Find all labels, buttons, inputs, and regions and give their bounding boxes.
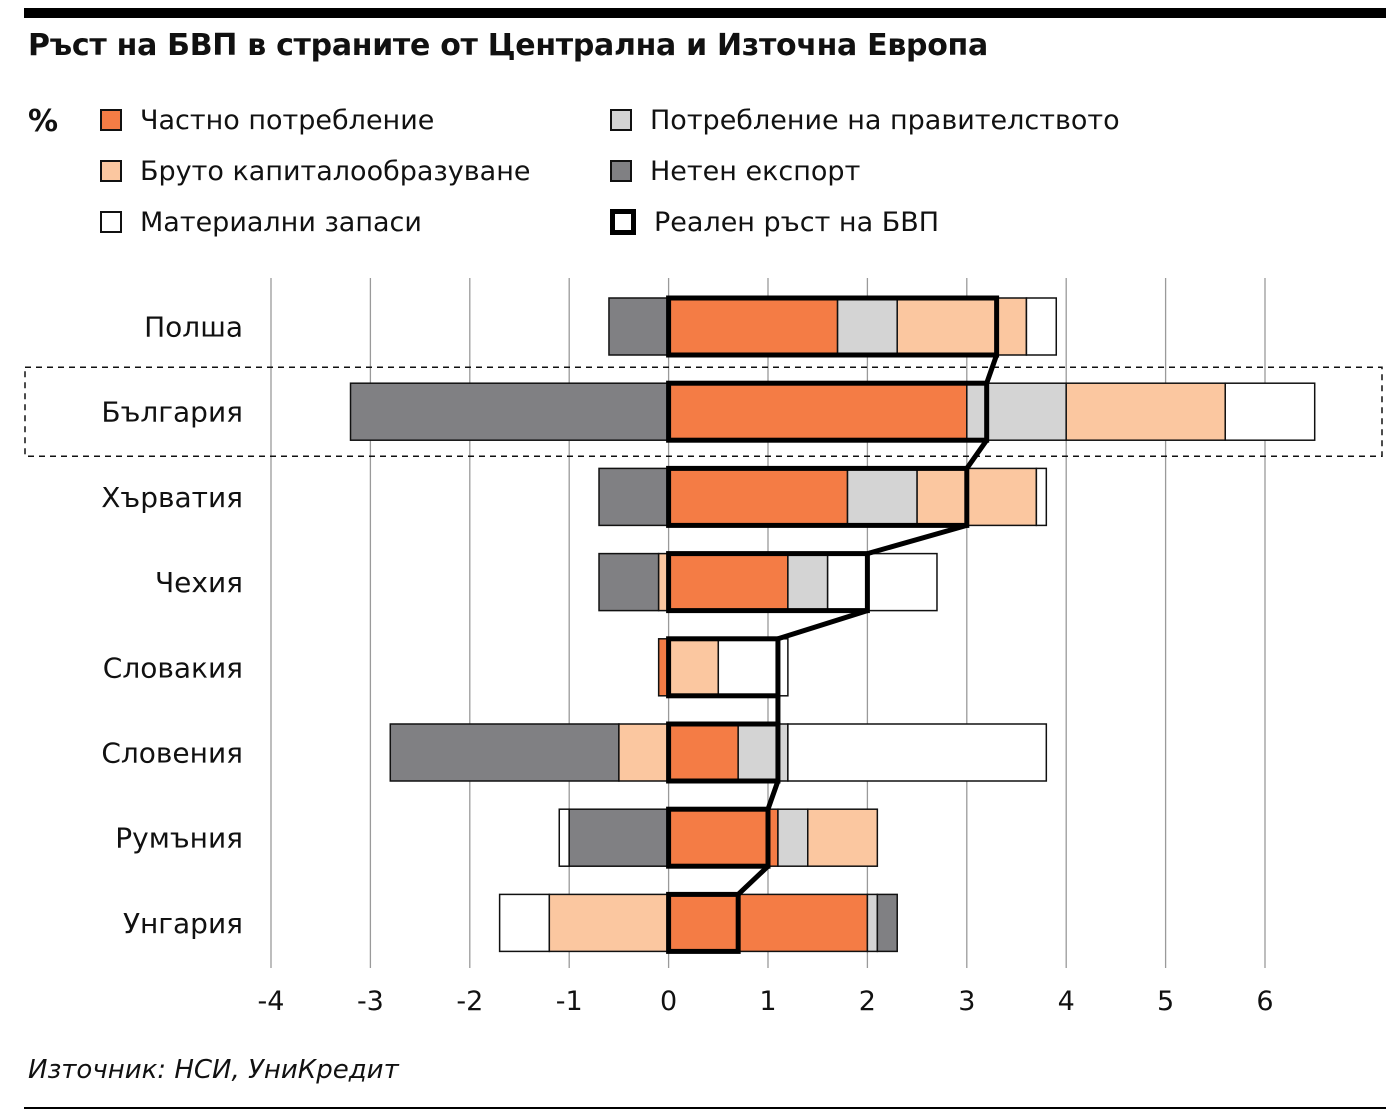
category-label: Чехия [155,566,243,599]
bar-segment-inventories [826,552,938,612]
x-tick-label: 6 [1256,986,1273,1017]
bar-segment-inventories [1025,297,1058,356]
x-tick-label: 1 [759,986,776,1017]
bar-segment-private [667,552,789,612]
bar-segment-government [787,552,829,612]
bottom-rule [24,1107,1386,1109]
legend-swatch-gdp [610,209,636,235]
bar-segment-capital [916,467,1038,527]
bar-segment-government [866,893,879,953]
legend-item-government: Потребление на правителството [610,104,1120,136]
bar-segment-private [667,808,779,867]
legend-item-private: Частно потребление [100,104,435,136]
bar-segment-private [667,382,968,441]
chart-title: Ръст на БВП в страните от Централна и Из… [28,28,988,63]
bar-segment-netexport [598,552,660,612]
category-label: Словакия [103,651,243,684]
category-label: Хърватия [101,481,243,514]
legend-label-government: Потребление на правителството [650,104,1120,136]
bar-segment-private [667,723,739,782]
legend-label-gdp: Реален ръст на БВП [654,206,940,238]
bar-segment-capital [807,808,879,867]
x-tick-label: 2 [859,986,876,1017]
source-note: Източник: НСИ, УниКредит [28,1055,399,1085]
gdp-growth-box [666,806,771,869]
x-tick-label: 5 [1157,986,1174,1017]
bar-segment-inventories [498,893,551,953]
legend-label-netexport: Нетен експорт [650,155,861,187]
unit-label: % [28,104,59,139]
legend-swatch-capital [100,160,122,182]
gdp-growth-box [666,551,870,614]
bar-segment-inventories [1035,467,1048,527]
bar-segment-capital [618,723,670,782]
x-tick-label: 3 [958,986,975,1017]
legend-item-netexport: Нетен експорт [610,155,861,187]
bar-segment-government [836,297,898,356]
bar-segment-capital [1065,382,1226,441]
bar-segment-netexport [389,723,620,782]
bar-segment-netexport [876,893,898,953]
legend-label-capital: Бруто капиталообразуване [140,155,531,187]
category-label: Полша [144,311,243,344]
bar-segment-private [667,893,869,953]
gdp-growth-box [666,380,990,443]
x-tick-label: -3 [357,986,384,1017]
x-tick-label: 4 [1058,986,1075,1017]
category-label: България [101,396,243,429]
legend-item-inventories: Материални запаси [100,206,422,238]
bar-segment-netexport [568,808,670,867]
x-tick-label: 0 [660,986,677,1017]
bar-segment-government [966,382,1067,441]
gdp-growth-box [666,295,1000,358]
legend-swatch-inventories [100,211,122,233]
legend-label-private: Частно потребление [140,104,435,136]
bar-segment-netexport [608,297,670,356]
x-tick-label: -1 [556,986,583,1017]
top-rule [24,8,1386,18]
legend-swatch-netexport [610,160,632,182]
bar-segment-netexport [349,382,670,441]
gdp-growth-box [666,465,970,528]
legend-swatch-private [100,109,122,131]
x-tick-label: -2 [456,986,483,1017]
legend-item-gdp: Реален ръст на БВП [610,206,940,238]
bar-segment-government [846,467,918,527]
x-tick-label: -4 [258,986,285,1017]
legend-label-inventories: Материални запаси [140,206,422,238]
gdp-growth-box [666,636,781,699]
gdp-growth-box [666,721,781,784]
bar-segment-private [667,467,849,527]
legend-swatch-government [610,109,632,131]
category-label: Румъния [115,822,243,855]
category-label: Словения [101,737,243,770]
bar-segment-private [667,297,839,356]
gdp-growth-box [666,891,741,954]
bar-segment-capital [667,638,720,697]
legend-item-capital: Бруто капиталообразуване [100,155,531,187]
bar-segment-inventories [558,808,570,867]
highlight-box [24,366,1383,457]
bar-segment-inventories [787,723,1048,782]
bar-segment-inventories [1224,382,1316,441]
bar-segment-capital [896,297,1028,356]
bar-segment-government [777,808,809,867]
gdp-growth-connector [736,354,999,897]
bar-segment-capital [548,893,670,953]
bar-segment-netexport [598,467,670,527]
category-label: Унгария [123,907,243,940]
